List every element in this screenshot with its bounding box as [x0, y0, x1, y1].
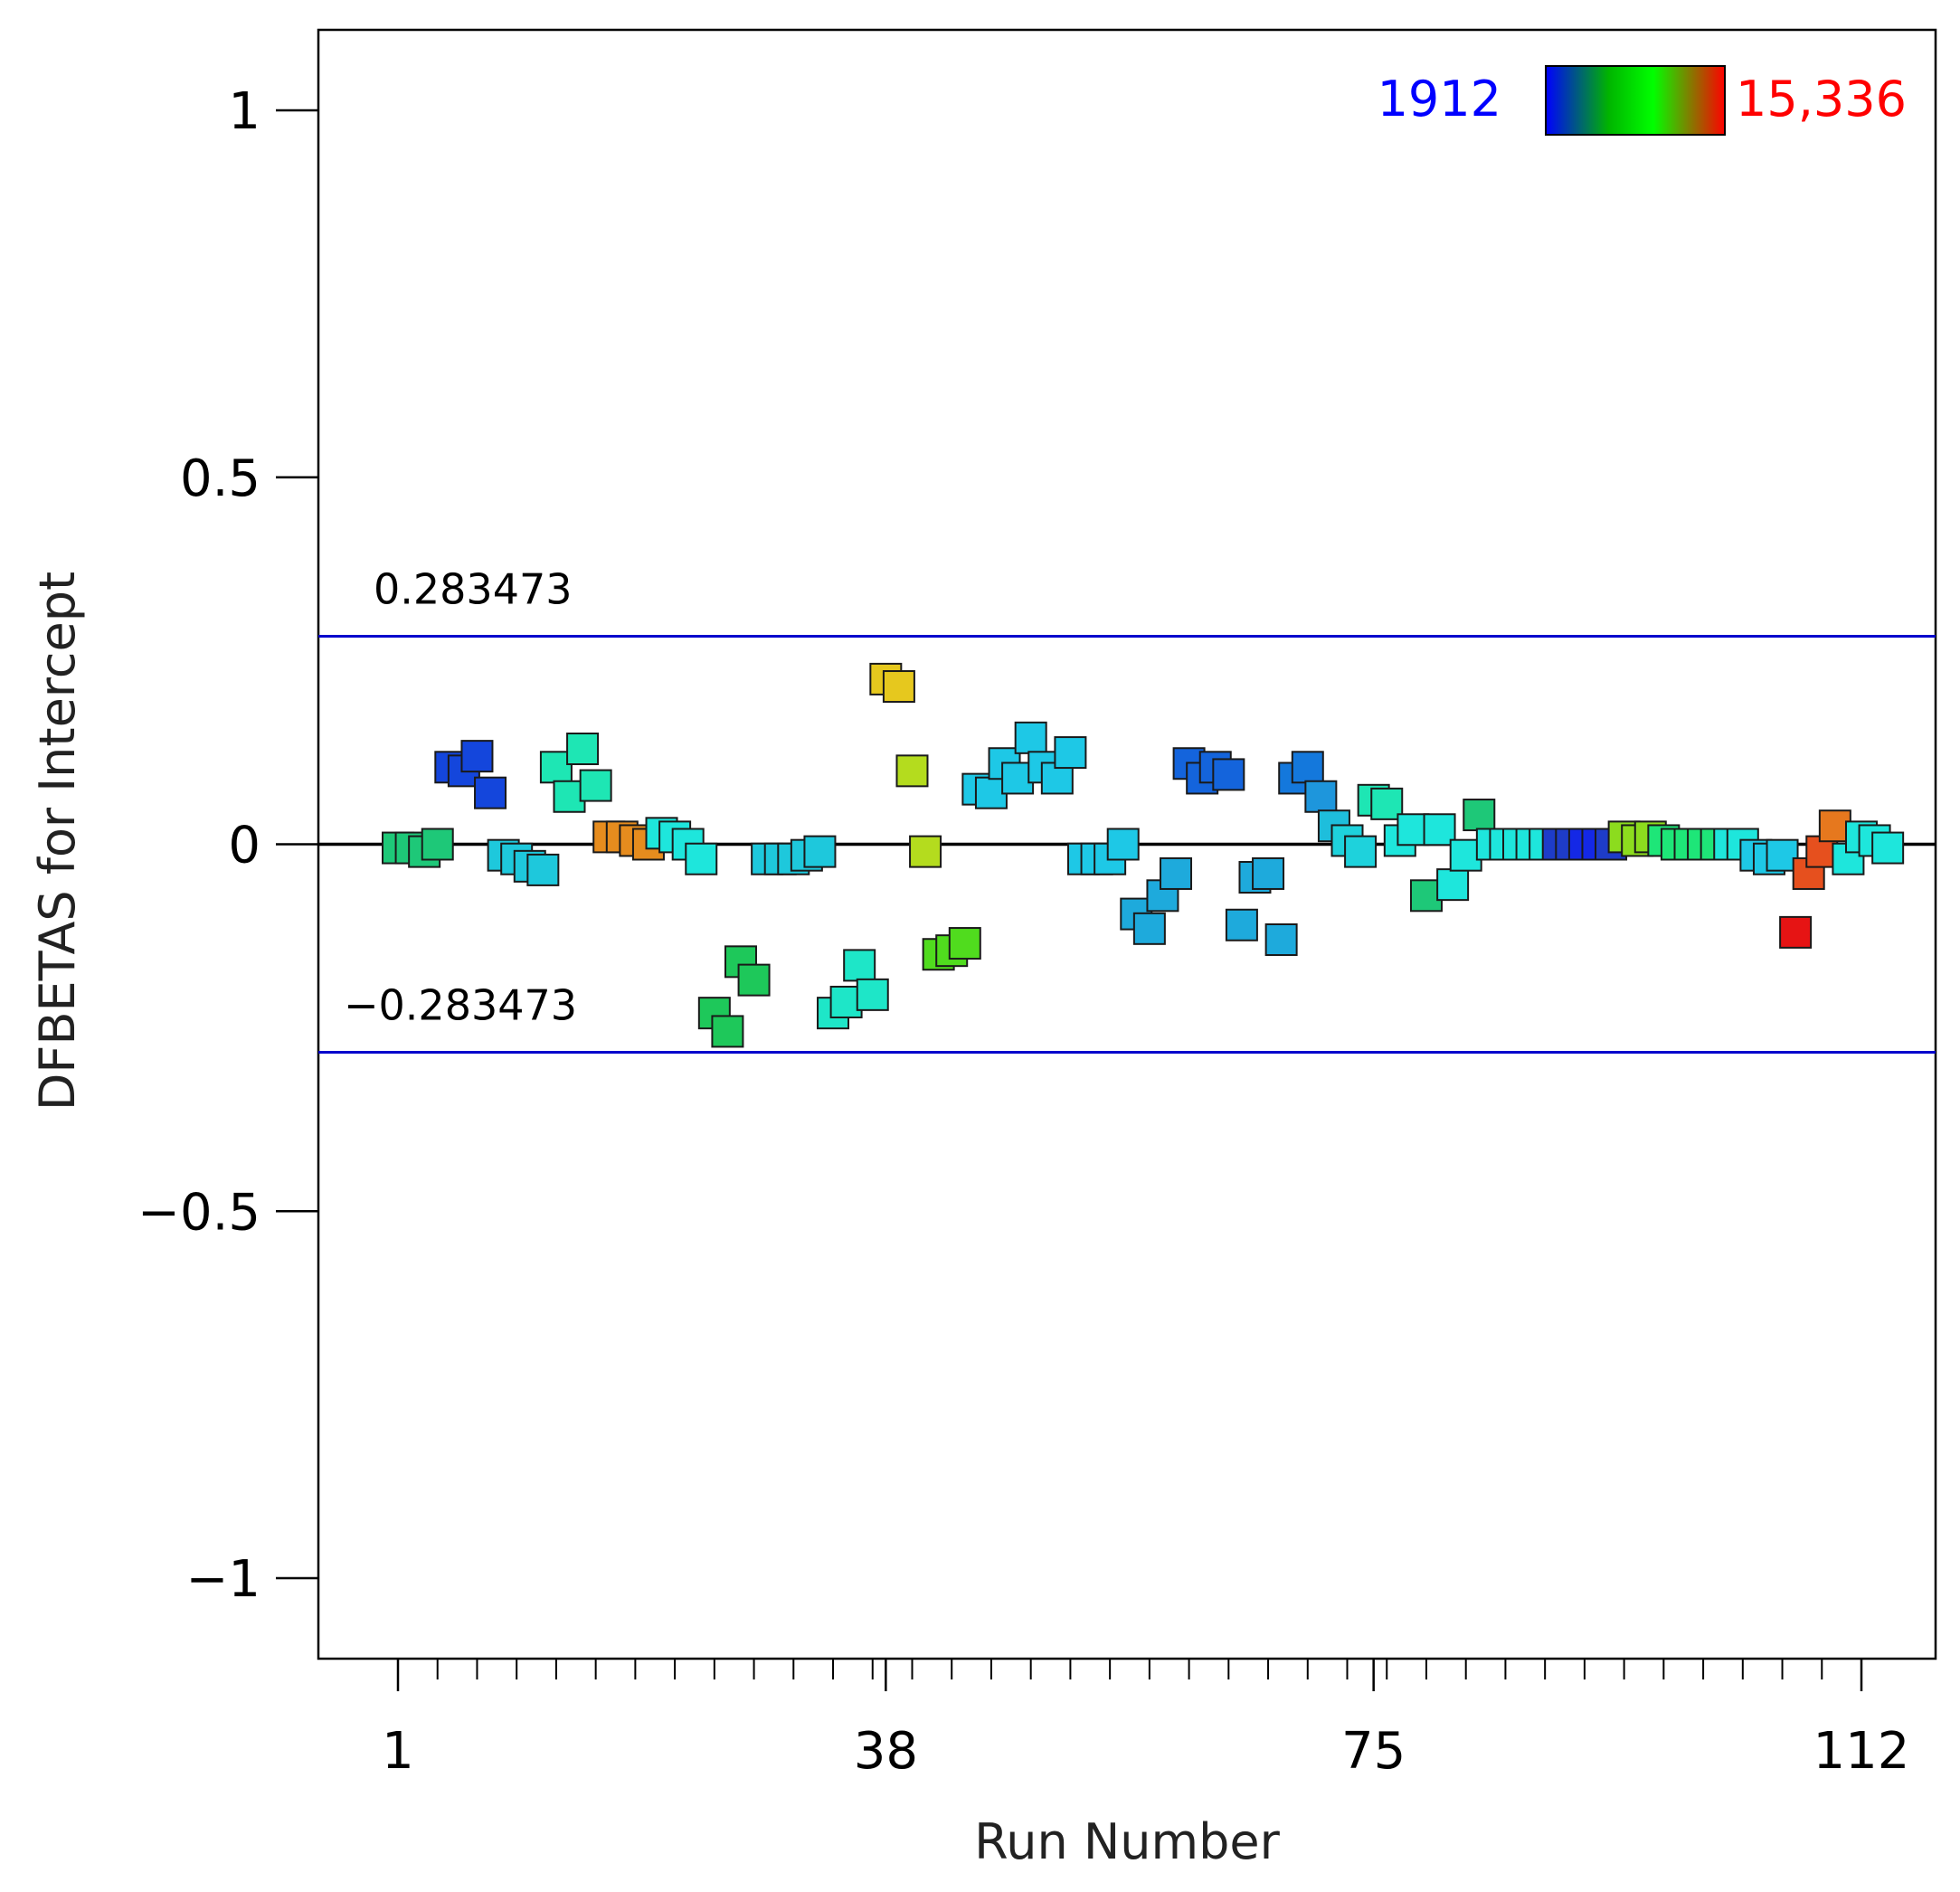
data-point	[909, 835, 942, 868]
x-axis: 1 38 75 112	[382, 1659, 1909, 1781]
data-point	[724, 945, 757, 979]
data-point	[1252, 856, 1285, 890]
data-point	[895, 754, 929, 788]
data-point	[1014, 721, 1047, 754]
y-tick-label: 0.5	[180, 449, 260, 508]
data-point	[1291, 751, 1324, 784]
data-points	[382, 662, 1905, 1048]
color-scale-legend: 1912 15,336	[1378, 65, 1907, 136]
data-point	[1344, 835, 1378, 868]
data-point	[882, 670, 915, 704]
data-point	[1160, 856, 1193, 890]
reference-line-label: −0.283473	[344, 981, 577, 1030]
data-point	[1871, 831, 1905, 865]
data-point	[1054, 736, 1087, 770]
y-tick-label: 0	[228, 817, 260, 875]
data-point	[1304, 780, 1338, 813]
y-axis: 1 0.5 0 −0.5 −1	[137, 82, 318, 1609]
y-tick-label: −1	[185, 1550, 260, 1609]
data-point	[579, 769, 612, 802]
data-point	[685, 842, 718, 875]
data-point	[843, 949, 876, 982]
data-point	[421, 828, 454, 861]
color-scale-max-label: 15,336	[1736, 71, 1907, 128]
x-tick-label: 112	[1813, 1722, 1910, 1781]
reference-line-label: 0.283473	[374, 564, 573, 613]
data-point	[803, 835, 837, 868]
data-point	[711, 1015, 744, 1048]
data-point	[856, 978, 889, 1011]
data-point	[526, 853, 560, 886]
x-axis-title: Run Number	[974, 1813, 1280, 1870]
data-point	[566, 733, 600, 766]
y-tick-label: −0.5	[137, 1183, 260, 1242]
data-point	[1132, 912, 1166, 945]
color-scale-min-label: 1912	[1378, 71, 1501, 128]
data-point	[460, 740, 494, 773]
data-point	[948, 927, 981, 960]
x-tick-label: 38	[854, 1722, 918, 1781]
data-point	[1463, 799, 1496, 832]
color-scale-bar	[1545, 65, 1726, 136]
data-point	[1212, 758, 1245, 791]
data-point	[1436, 868, 1470, 902]
data-point	[1264, 922, 1298, 956]
data-point	[1225, 908, 1258, 941]
y-tick-label: 1	[228, 82, 260, 141]
data-point	[737, 963, 771, 997]
x-tick-label: 1	[382, 1722, 414, 1781]
x-tick-label: 75	[1341, 1722, 1406, 1781]
data-point	[1779, 915, 1813, 949]
y-axis-title: DFBETAS for Intercept	[29, 572, 86, 1111]
data-point	[1106, 828, 1140, 861]
data-point	[474, 776, 507, 809]
data-point	[1370, 787, 1404, 820]
